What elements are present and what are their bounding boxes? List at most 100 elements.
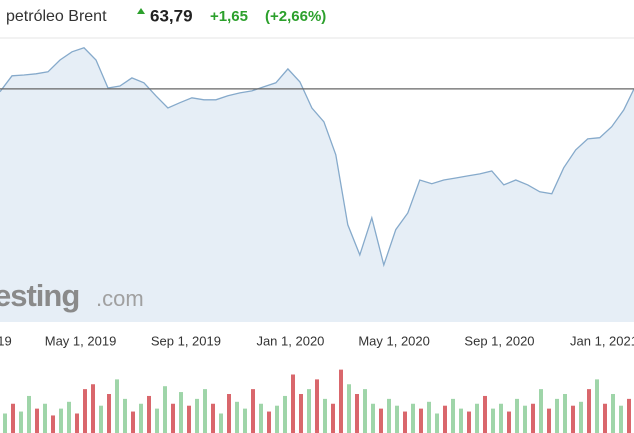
volume-bar [11,403,15,433]
volume-bar [315,379,319,433]
volume-bar [291,374,295,433]
chart-title: petróleo Brent [6,8,107,25]
volume-bar [435,413,439,433]
volume-bar [331,403,335,433]
volume-bar [275,405,279,433]
volume-bar [307,389,311,433]
volume-bar [75,413,79,433]
volume-bar [491,408,495,433]
volume-bar [339,369,343,433]
volume-bar [139,403,143,433]
volume-bar [195,398,199,433]
plot [0,47,634,323]
volume-bar [547,408,551,433]
volume-bar [299,394,303,433]
volume-bar [411,403,415,433]
volume-bar [427,401,431,433]
x-tick-label: May 1, 2019 [45,333,117,348]
volume-bar [515,398,519,433]
watermark-brand: esting [0,278,79,313]
price: 63,79 [150,6,193,25]
volume-bar [163,386,167,433]
volume-bar [155,408,159,433]
volume-bar [483,395,487,433]
volume-bar [467,411,471,433]
volume-bar [443,405,447,433]
volume-bar [187,405,191,433]
x-tick-label: May 1, 2020 [358,333,430,348]
volume-bar [571,405,575,433]
volume-bar [555,398,559,433]
volume-bar [123,398,127,433]
volume-bar [283,395,287,433]
volume-bar [563,394,567,433]
volume-bar [259,403,263,433]
volume-bar [203,389,207,433]
x-axis: Jan 1, 2019 May 1, 2019 Sep 1, 2019 Jan 1, … [0,333,634,348]
volume-bar [627,398,631,433]
volume-bar [51,415,55,433]
volume-bar [83,389,87,433]
volume-bar [251,389,255,433]
change: +1,65 [210,8,248,25]
volume-bar [395,405,399,433]
volume-bar [147,395,151,433]
x-tick-label: Sep 1, 2019 [151,333,221,348]
up-arrow [137,8,145,14]
volume-bar [451,398,455,433]
volume-bar [619,405,623,433]
volume-bar [587,389,591,433]
volume-bar [459,408,463,433]
volume-bar [99,405,103,433]
volume-bar [43,403,47,433]
volume-bar [603,403,607,433]
volume-bar [67,401,71,433]
price-line [0,47,634,268]
volume-bar [227,394,231,433]
volume-bar [131,411,135,433]
x-tick-label: Sep 1, 2020 [464,333,534,348]
volume-bar [219,413,223,433]
volume-bar [59,408,63,433]
volume-bar [347,384,351,433]
volume-bar [267,411,271,433]
volume-bar [531,403,535,433]
volume-bar [611,394,615,433]
volume-bar [115,379,119,433]
volume-bar [171,403,175,433]
volume-bar [243,408,247,433]
volume-bar [91,384,95,433]
volume-bar [499,403,503,433]
area [0,47,634,323]
volume-bar [363,389,367,433]
volume-bar [35,408,39,433]
x-tick-label: Jan 1, 2020 [256,333,324,348]
x-tick-label: Jan 1, 2021 [570,333,634,348]
volume-bar [579,401,583,433]
volume-bar [355,394,359,433]
volume-bar [107,394,111,433]
volume-bar [323,398,327,433]
volume-bar [507,411,511,433]
volume-bar [419,408,423,433]
volume-bar [379,408,383,433]
volume-bar [523,405,527,433]
volume-bar [211,403,215,433]
volume [3,369,631,433]
change-percent: (+2,66%) [265,8,326,25]
volume-bar [371,403,375,433]
volume-bar [3,413,7,433]
x-tick-label: Jan 1, 2019 [0,333,12,348]
volume-bar [403,411,407,433]
volume-bar [235,401,239,433]
volume-bar [19,411,23,433]
volume-bar [27,395,31,433]
volume-bar [387,398,391,433]
watermark-domain: .com [96,286,144,311]
volume-bar [475,403,479,433]
volume-bar [595,379,599,433]
volume-bar [179,392,183,433]
volume-bar [539,389,543,433]
